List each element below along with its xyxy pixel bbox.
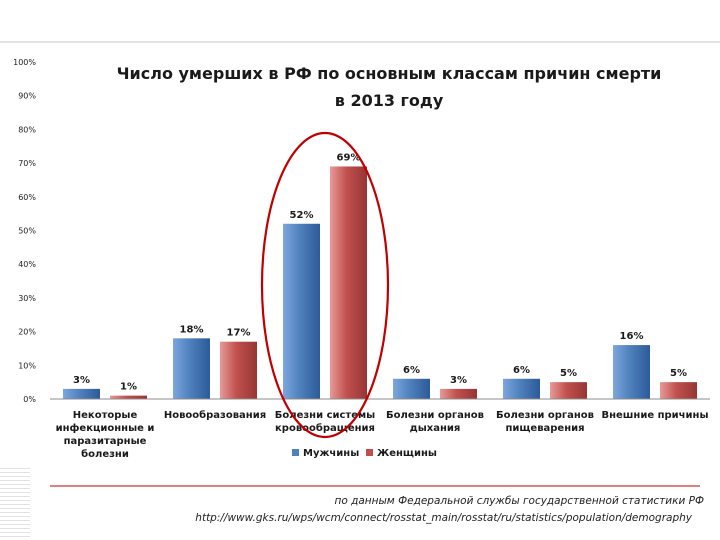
y-axis: 0% 10% 20% 30% 40% 50% 60% 70% 80% 90% 100% bbox=[13, 58, 36, 404]
y-tick-label: 90% bbox=[18, 92, 36, 101]
bar-men bbox=[393, 378, 430, 399]
data-label-men: 52% bbox=[290, 210, 314, 221]
bar-men bbox=[283, 223, 320, 399]
bar-women bbox=[550, 382, 587, 399]
legend-label-men: Мужчины bbox=[303, 448, 359, 459]
bar-men bbox=[173, 338, 210, 399]
source-line-2: http://www.gks.ru/wps/wcm/connect/rossta… bbox=[195, 512, 692, 524]
y-tick-label: 80% bbox=[18, 125, 36, 134]
y-tick-label: 60% bbox=[18, 193, 36, 202]
bar-men bbox=[613, 345, 650, 399]
x-category-label: Болезни системы bbox=[275, 410, 375, 421]
x-category-label: Некоторые bbox=[73, 410, 138, 421]
bar-men bbox=[63, 388, 100, 399]
chart-title-line-2: в 2013 году bbox=[335, 91, 444, 110]
x-category-label: пищеварения bbox=[505, 423, 584, 434]
chart-title-line-1: Число умерших в РФ по основным классам п… bbox=[117, 64, 662, 83]
bar-women bbox=[110, 395, 147, 399]
data-label-women: 69% bbox=[337, 152, 361, 163]
y-tick-label: 30% bbox=[18, 294, 36, 303]
x-category-label: Новообразования bbox=[164, 409, 266, 421]
data-label-men: 16% bbox=[620, 331, 644, 342]
data-label-women: 1% bbox=[120, 382, 137, 393]
data-label-women: 5% bbox=[560, 368, 577, 379]
x-category-label: Болезни органов bbox=[386, 410, 484, 421]
y-tick-label: 50% bbox=[18, 227, 36, 236]
x-category-label: Внешние причины bbox=[601, 410, 708, 421]
x-category-label: Болезни органов bbox=[496, 410, 594, 421]
x-category-label: дыхания bbox=[410, 423, 461, 434]
x-category-label: паразитарные bbox=[64, 436, 147, 447]
decor-stripes bbox=[0, 466, 30, 540]
legend: Мужчины Женщины bbox=[292, 448, 437, 459]
y-tick-label: 20% bbox=[18, 328, 36, 337]
data-label-men: 18% bbox=[180, 324, 204, 335]
data-label-women: 5% bbox=[670, 368, 687, 379]
x-category-label: инфекционные и bbox=[56, 422, 155, 434]
data-label-women: 3% bbox=[450, 375, 467, 386]
source-line-1: по данным Федеральной службы государстве… bbox=[334, 495, 704, 507]
legend-swatch-men bbox=[292, 449, 299, 456]
legend-swatch-women bbox=[366, 449, 373, 456]
y-tick-label: 0% bbox=[23, 395, 36, 404]
legend-label-women: Женщины bbox=[377, 448, 437, 459]
bar-women bbox=[330, 166, 367, 399]
y-tick-label: 10% bbox=[18, 361, 36, 370]
highlight-ellipse bbox=[260, 131, 390, 439]
bar-women bbox=[660, 382, 697, 399]
y-tick-label: 40% bbox=[18, 260, 36, 269]
bar-women bbox=[220, 341, 257, 399]
bar-men bbox=[503, 378, 540, 399]
data-label-men: 6% bbox=[513, 365, 530, 376]
x-category-label: болезни bbox=[81, 448, 129, 460]
data-label-women: 17% bbox=[227, 328, 251, 339]
y-tick-label: 100% bbox=[13, 58, 36, 67]
y-tick-label: 70% bbox=[18, 159, 36, 168]
x-category-label: кровообращения bbox=[275, 422, 375, 434]
data-labels: 3% 1% 18% 17% 52% 69% 6% 3% 6% 5% 16% 5% bbox=[73, 152, 687, 392]
data-label-men: 3% bbox=[73, 375, 90, 386]
data-label-men: 6% bbox=[403, 365, 420, 376]
bars bbox=[63, 166, 697, 399]
bar-women bbox=[440, 388, 477, 399]
